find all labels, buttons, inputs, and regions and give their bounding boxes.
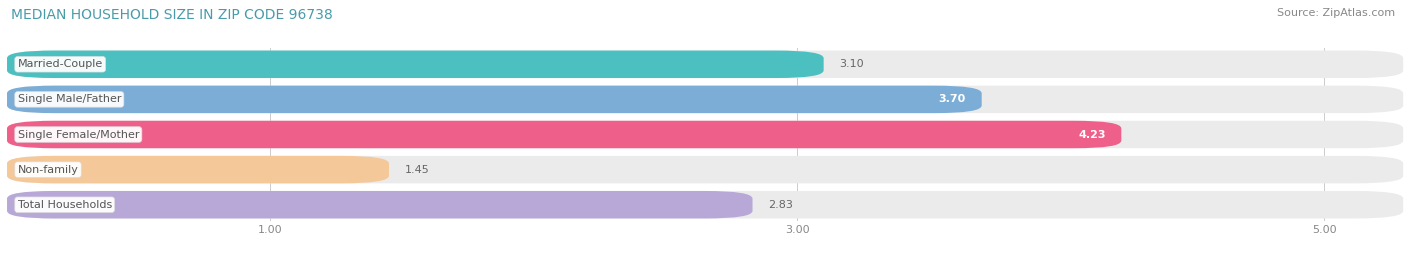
Text: Single Male/Father: Single Male/Father	[17, 94, 121, 104]
Text: Non-family: Non-family	[17, 165, 79, 175]
FancyBboxPatch shape	[7, 121, 1403, 148]
FancyBboxPatch shape	[7, 156, 389, 183]
FancyBboxPatch shape	[7, 191, 752, 218]
FancyBboxPatch shape	[7, 51, 1403, 78]
Text: Single Female/Mother: Single Female/Mother	[17, 129, 139, 140]
Text: MEDIAN HOUSEHOLD SIZE IN ZIP CODE 96738: MEDIAN HOUSEHOLD SIZE IN ZIP CODE 96738	[11, 8, 333, 22]
FancyBboxPatch shape	[7, 156, 1403, 183]
Text: 2.83: 2.83	[768, 200, 793, 210]
FancyBboxPatch shape	[7, 121, 1122, 148]
Text: Source: ZipAtlas.com: Source: ZipAtlas.com	[1277, 8, 1395, 18]
Text: Married-Couple: Married-Couple	[17, 59, 103, 69]
FancyBboxPatch shape	[7, 51, 824, 78]
Text: Total Households: Total Households	[17, 200, 112, 210]
Text: 3.70: 3.70	[939, 94, 966, 104]
FancyBboxPatch shape	[7, 191, 1403, 218]
Text: 3.10: 3.10	[839, 59, 865, 69]
Text: 1.45: 1.45	[405, 165, 430, 175]
FancyBboxPatch shape	[7, 86, 981, 113]
Text: 4.23: 4.23	[1078, 129, 1105, 140]
FancyBboxPatch shape	[7, 86, 1403, 113]
